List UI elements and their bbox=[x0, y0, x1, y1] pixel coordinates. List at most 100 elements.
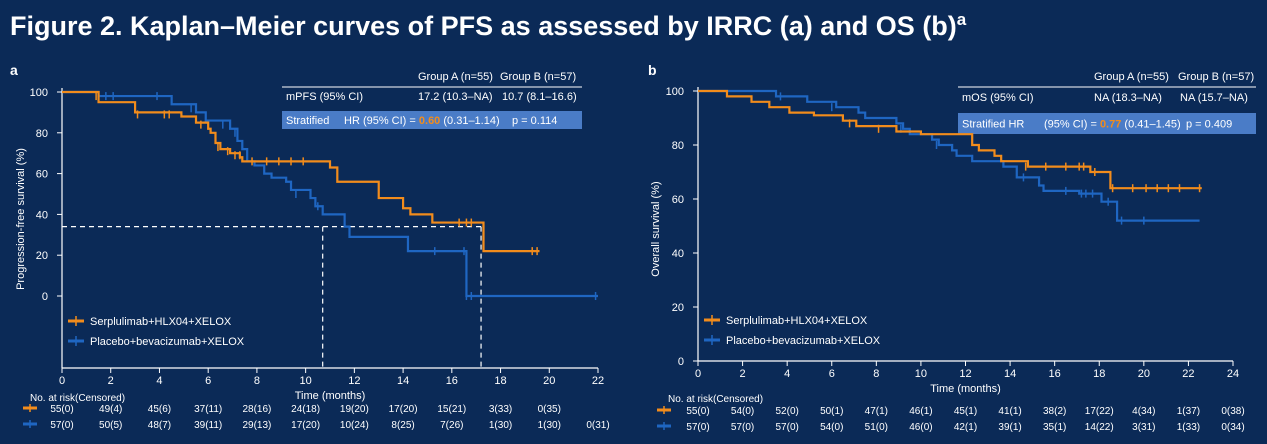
legend-label: Placebo+bevacizumab+XELOX bbox=[90, 336, 245, 348]
table-row1-group-a: 17.2 (10.3–NA) bbox=[418, 91, 493, 103]
legend-label: Serplulimab+HLX04+XELOX bbox=[726, 315, 868, 327]
y-axis-label: Progression-free survival (%) bbox=[15, 148, 27, 290]
legend-label: Placebo+bevacizumab+XELOX bbox=[726, 335, 881, 347]
table-row1-label: mPFS (95% CI) bbox=[286, 91, 363, 103]
risk-count: 8(25) bbox=[391, 420, 414, 431]
x-tick-label: 24 bbox=[1227, 368, 1239, 380]
y-tick-label: 40 bbox=[672, 248, 684, 260]
risk-count: 57(0) bbox=[50, 420, 73, 431]
y-tick-label: 60 bbox=[36, 169, 48, 181]
x-tick-label: 4 bbox=[784, 368, 790, 380]
risk-count: 28(16) bbox=[242, 404, 271, 415]
table-header-group-a: Group A (n=55) bbox=[418, 71, 493, 83]
hr-value: 0.77 bbox=[1100, 119, 1121, 131]
risk-table-heading: No. at risk(Censored) bbox=[30, 393, 125, 404]
hr-value: 0.60 bbox=[419, 115, 440, 127]
table-row1-group-b: NA (15.7–NA) bbox=[1180, 92, 1248, 104]
x-tick-label: 12 bbox=[959, 368, 971, 380]
risk-count: 17(20) bbox=[291, 420, 320, 431]
x-tick-label: 8 bbox=[254, 375, 260, 387]
y-tick-label: 0 bbox=[42, 291, 48, 303]
legend-label: Serplulimab+HLX04+XELOX bbox=[90, 316, 232, 328]
x-tick-label: 14 bbox=[1004, 368, 1016, 380]
risk-count: 0(34) bbox=[1221, 422, 1244, 433]
panel-label: b bbox=[648, 62, 657, 78]
y-tick-label: 100 bbox=[30, 87, 48, 99]
x-tick-label: 6 bbox=[205, 375, 211, 387]
x-tick-label: 10 bbox=[915, 368, 927, 380]
panel-a: a 0 20 40 60 80 100 0 2 4 6 8 10 12 14 16 18 20 22 Time (mo… bbox=[10, 62, 610, 431]
risk-count: 39(11) bbox=[194, 420, 222, 431]
risk-count: 50(1) bbox=[820, 406, 843, 417]
risk-count: 1(30) bbox=[489, 420, 512, 431]
x-tick-label: 12 bbox=[348, 375, 360, 387]
hr-prefix: HR (95% CI) = bbox=[344, 115, 419, 127]
hr-ci: (0.31–1.14) bbox=[440, 115, 499, 127]
risk-count: 50(5) bbox=[99, 420, 122, 431]
risk-count: 39(1) bbox=[998, 422, 1021, 433]
y-tick-label: 40 bbox=[36, 209, 48, 221]
x-tick-label: 8 bbox=[873, 368, 879, 380]
risk-count: 35(1) bbox=[1043, 422, 1066, 433]
x-axis-label: Time (months) bbox=[930, 383, 1001, 395]
x-axis-label: Time (months) bbox=[295, 390, 366, 402]
risk-count: 3(33) bbox=[489, 404, 512, 415]
risk-count: 0(31) bbox=[586, 420, 609, 431]
risk-count: 49(4) bbox=[99, 404, 122, 415]
risk-count: 3(31) bbox=[1132, 422, 1155, 433]
stratified-band bbox=[958, 113, 1256, 134]
risk-count: 55(0) bbox=[50, 404, 73, 415]
risk-count: 37(11) bbox=[194, 404, 222, 415]
risk-count: 46(1) bbox=[909, 406, 932, 417]
risk-count: 45(6) bbox=[148, 404, 171, 415]
risk-count: 17(20) bbox=[389, 404, 418, 415]
table-row1-group-b: 10.7 (8.1–16.6) bbox=[502, 91, 577, 103]
hr-ci: (0.41–1.45) bbox=[1121, 119, 1180, 131]
hazard-ratio-text: HR (95% CI) = 0.60 (0.31–1.14) bbox=[344, 115, 500, 127]
risk-count: 10(24) bbox=[340, 420, 369, 431]
x-tick-label: 18 bbox=[1093, 368, 1105, 380]
risk-count: 42(1) bbox=[954, 422, 977, 433]
risk-count: 54(0) bbox=[820, 422, 843, 433]
risk-count: 7(26) bbox=[440, 420, 463, 431]
risk-count: 55(0) bbox=[686, 406, 709, 417]
risk-count: 15(21) bbox=[437, 404, 466, 415]
risk-count: 4(34) bbox=[1132, 406, 1155, 417]
x-tick-label: 16 bbox=[446, 375, 458, 387]
risk-count: 57(0) bbox=[731, 422, 754, 433]
risk-count: 51(0) bbox=[865, 422, 888, 433]
x-tick-label: 0 bbox=[59, 375, 65, 387]
x-tick-label: 2 bbox=[740, 368, 746, 380]
x-tick-label: 20 bbox=[1138, 368, 1150, 380]
figure-title-text: Figure 2. Kaplan–Meier curves of PFS as … bbox=[10, 11, 957, 41]
x-tick-label: 0 bbox=[695, 368, 701, 380]
km-curve-group-b bbox=[698, 89, 1200, 222]
km-curve-group-b bbox=[62, 90, 598, 298]
panel-label: a bbox=[10, 62, 18, 78]
p-value: p = 0.409 bbox=[1186, 119, 1232, 131]
x-tick-label: 14 bbox=[397, 375, 409, 387]
x-tick-label: 2 bbox=[108, 375, 114, 387]
risk-count: 54(0) bbox=[731, 406, 754, 417]
risk-count: 45(1) bbox=[954, 406, 977, 417]
x-tick-label: 4 bbox=[156, 375, 162, 387]
figure-title-superscript: a bbox=[956, 10, 967, 29]
y-tick-label: 100 bbox=[666, 86, 684, 98]
risk-count: 41(1) bbox=[998, 406, 1021, 417]
risk-count: 46(0) bbox=[909, 422, 932, 433]
x-tick-label: 6 bbox=[829, 368, 835, 380]
hazard-ratio-text: (95% CI) = 0.77 (0.41–1.45) bbox=[1044, 119, 1181, 131]
p-value: p = 0.114 bbox=[512, 115, 557, 127]
risk-count: 14(22) bbox=[1085, 422, 1114, 433]
x-tick-label: 20 bbox=[543, 375, 555, 387]
km-curve-group-a bbox=[698, 89, 1202, 190]
table-header-group-a: Group A (n=55) bbox=[1094, 71, 1169, 83]
table-row2-label: Stratified HR bbox=[962, 119, 1024, 131]
y-tick-label: 0 bbox=[678, 356, 684, 368]
table-header-group-b: Group B (n=57) bbox=[1178, 71, 1254, 83]
risk-count: 0(38) bbox=[1221, 406, 1244, 417]
stratified-band bbox=[282, 111, 582, 129]
x-tick-label: 22 bbox=[1182, 368, 1194, 380]
y-tick-label: 20 bbox=[36, 250, 48, 262]
